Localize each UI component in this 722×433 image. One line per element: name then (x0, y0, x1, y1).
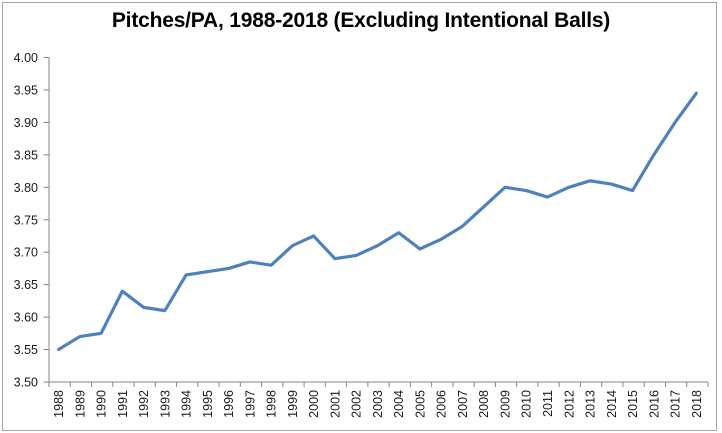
x-tick-label: 1994 (180, 390, 194, 418)
x-tick-label: 2004 (392, 390, 406, 418)
data-series-line (56, 91, 698, 352)
x-tick-label: 2007 (456, 390, 470, 418)
x-tick-label: 2003 (371, 390, 385, 418)
x-tick-label: 2006 (435, 390, 449, 418)
x-tick-label: 2015 (626, 390, 640, 418)
x-tick-label: 1995 (201, 390, 215, 418)
x-tick-label: 2013 (584, 390, 598, 418)
x-tick-label: 2001 (328, 390, 342, 418)
x-tick-label: 2000 (307, 390, 321, 418)
x-tick-label: 1993 (158, 390, 172, 418)
x-tick-label: 2010 (520, 390, 534, 418)
x-tick-label: 2002 (350, 390, 364, 418)
y-tick-label: 4.00 (14, 51, 38, 65)
x-tick-label: 2018 (690, 390, 704, 418)
y-tick-label: 3.50 (14, 376, 38, 390)
x-tick-label: 2009 (498, 390, 512, 418)
y-tick-label: 3.85 (14, 148, 38, 162)
x-tick-label: 1990 (95, 390, 109, 418)
y-tick-label: 3.70 (14, 246, 38, 260)
x-tick-label: 1988 (52, 390, 66, 418)
y-tick-label: 3.55 (14, 343, 38, 357)
x-tick-label: 2014 (605, 390, 619, 418)
y-tick-label: 3.60 (14, 311, 38, 325)
x-tick-label: 1996 (222, 390, 236, 418)
x-tick-label: 1999 (286, 390, 300, 418)
x-tick-label: 2005 (413, 390, 427, 418)
x-tick-label: 2017 (669, 390, 683, 418)
y-tick-label: 3.95 (14, 83, 38, 97)
x-tick-label: 1989 (73, 390, 87, 418)
y-tick-label: 3.80 (14, 181, 38, 195)
y-tick-label: 3.65 (14, 278, 38, 292)
x-tick-label: 2011 (541, 390, 555, 417)
x-tick-label: 2012 (562, 390, 576, 418)
x-tick-label: 1991 (116, 390, 130, 418)
x-tick-label: 1998 (265, 390, 279, 418)
x-tick-label: 1997 (243, 390, 257, 418)
x-tick-label: 2016 (647, 390, 661, 418)
x-tick-label: 2008 (477, 390, 491, 418)
x-tick-label: 1992 (137, 390, 151, 418)
chart-title: Pitches/PA, 1988-2018 (Excluding Intenti… (111, 9, 611, 32)
y-tick-label: 3.75 (14, 213, 38, 227)
y-tick-label: 3.90 (14, 116, 38, 130)
